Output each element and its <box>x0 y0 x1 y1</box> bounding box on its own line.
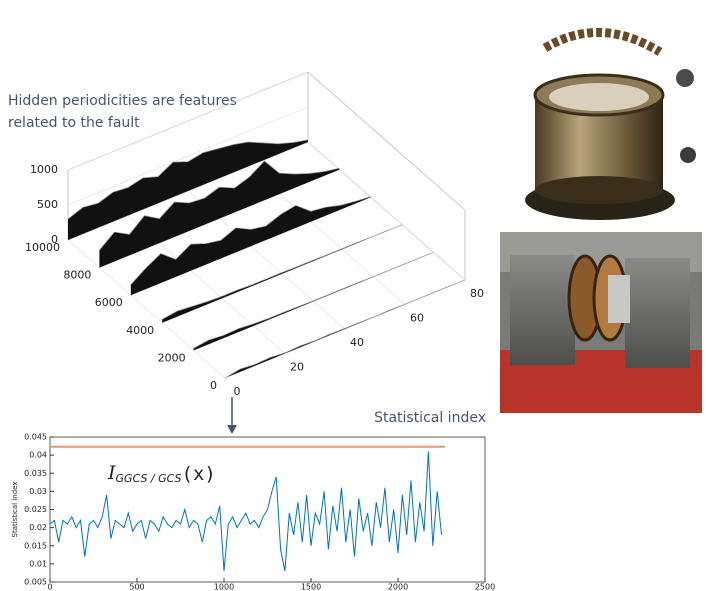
y-tick-label: 0 <box>210 379 217 392</box>
x-tick-label: 0 <box>234 385 241 398</box>
y-tick-label: 10000 <box>25 241 60 254</box>
y-tick-label: 0.01 <box>29 559 47 568</box>
z-tick-label: 1000 <box>30 163 58 176</box>
chart-title: Statistical index <box>374 410 486 426</box>
annotation-part: GGCS / GCS <box>116 472 182 485</box>
y-tick-label: 6000 <box>95 296 123 309</box>
y-tick-label: 4000 <box>126 324 154 337</box>
y-tick-label: 0.045 <box>24 433 47 442</box>
line-chart: 0.005 0.01 0.015 0.02 0.025 0.03 0.035 0.04 0.04… <box>11 410 495 591</box>
x-tick-label: 20 <box>290 361 304 374</box>
x-tick-label: 2500 <box>475 583 495 591</box>
caption: Hidden periodicities are features <box>8 93 237 109</box>
y-tick-label: 0.04 <box>29 451 47 460</box>
figure: Hidden periodicities are features relate… <box>0 0 706 591</box>
y-tick-label: 0.025 <box>24 505 47 514</box>
x-tick-label: 2000 <box>388 583 408 591</box>
y-tick-label: 0.035 <box>24 469 47 478</box>
x-tick-label: 60 <box>410 312 424 325</box>
y-tick-label: 0.02 <box>29 523 47 532</box>
y-tick-label: 0.005 <box>24 578 47 587</box>
y-tick-label: 0.015 <box>24 541 47 550</box>
y-tick-label: 8000 <box>63 269 91 282</box>
y-axis-label: Statistical index <box>11 482 19 538</box>
x-tick-label: 1000 <box>214 583 234 591</box>
caption: related to the fault <box>8 115 140 131</box>
x-tick-label: 80 <box>470 287 484 300</box>
x-tick-label: 1500 <box>301 583 321 591</box>
annotation-part: (x) <box>182 463 216 485</box>
axis-box <box>308 72 465 210</box>
y-tick-label: 2000 <box>158 351 186 364</box>
x-tick-label: 0 <box>47 583 52 591</box>
y-tick-label: 0.03 <box>29 487 47 496</box>
arrow <box>227 397 237 434</box>
photo-vise <box>500 232 702 413</box>
z-tick-label: 500 <box>37 198 58 211</box>
x-tick-label: 40 <box>350 336 364 349</box>
photo-bearing <box>525 5 703 225</box>
x-tick-label: 500 <box>129 583 144 591</box>
surface-fill <box>162 225 402 323</box>
